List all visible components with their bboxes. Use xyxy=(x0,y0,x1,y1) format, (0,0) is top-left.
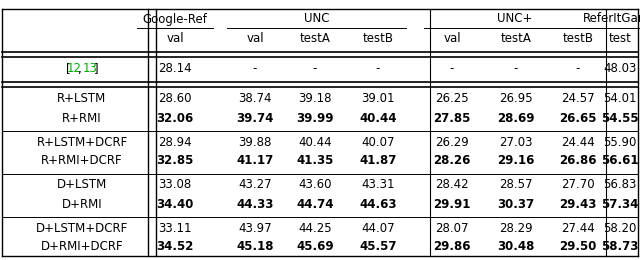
Text: [: [ xyxy=(66,62,70,75)
Text: 34.52: 34.52 xyxy=(156,240,194,253)
Text: 26.25: 26.25 xyxy=(435,93,469,106)
Text: 12: 12 xyxy=(67,62,81,75)
Text: -: - xyxy=(450,62,454,75)
Text: 26.95: 26.95 xyxy=(499,93,533,106)
Text: 43.27: 43.27 xyxy=(238,179,272,192)
Text: 26.29: 26.29 xyxy=(435,135,469,148)
Text: 44.63: 44.63 xyxy=(359,198,397,211)
Text: testA: testA xyxy=(300,32,330,46)
Text: 13: 13 xyxy=(83,62,97,75)
Text: R+LSTM: R+LSTM xyxy=(58,93,107,106)
Text: 45.18: 45.18 xyxy=(236,240,274,253)
Text: 39.01: 39.01 xyxy=(361,93,395,106)
Text: 43.60: 43.60 xyxy=(298,179,332,192)
Text: 43.31: 43.31 xyxy=(361,179,395,192)
Text: 58.73: 58.73 xyxy=(602,240,639,253)
Text: 54.55: 54.55 xyxy=(601,112,639,125)
Text: val: val xyxy=(166,32,184,46)
Text: 24.44: 24.44 xyxy=(561,135,595,148)
Text: 55.90: 55.90 xyxy=(604,135,637,148)
Text: 40.44: 40.44 xyxy=(359,112,397,125)
Text: 27.70: 27.70 xyxy=(561,179,595,192)
Text: 45.57: 45.57 xyxy=(359,240,397,253)
Text: R+RMI: R+RMI xyxy=(62,112,102,125)
Text: 48.03: 48.03 xyxy=(604,62,637,75)
Text: -: - xyxy=(514,62,518,75)
Text: 39.18: 39.18 xyxy=(298,93,332,106)
Text: 27.03: 27.03 xyxy=(499,135,532,148)
Text: 44.33: 44.33 xyxy=(236,198,274,211)
Text: 24.57: 24.57 xyxy=(561,93,595,106)
Text: 28.57: 28.57 xyxy=(499,179,532,192)
Text: 39.74: 39.74 xyxy=(236,112,274,125)
Text: 28.94: 28.94 xyxy=(158,135,192,148)
Text: 28.26: 28.26 xyxy=(433,154,470,167)
Text: 44.07: 44.07 xyxy=(361,222,395,235)
Text: 39.99: 39.99 xyxy=(296,112,333,125)
Text: 41.35: 41.35 xyxy=(296,154,333,167)
Text: D+LSTM: D+LSTM xyxy=(57,179,107,192)
Text: 29.86: 29.86 xyxy=(433,240,471,253)
Text: 26.86: 26.86 xyxy=(559,154,596,167)
Text: 41.87: 41.87 xyxy=(359,154,397,167)
Text: ]: ] xyxy=(93,62,98,75)
Text: 28.07: 28.07 xyxy=(435,222,468,235)
Text: -: - xyxy=(253,62,257,75)
Text: 28.42: 28.42 xyxy=(435,179,469,192)
Text: 43.97: 43.97 xyxy=(238,222,272,235)
Text: -: - xyxy=(313,62,317,75)
Text: 40.07: 40.07 xyxy=(361,135,395,148)
Text: testA: testA xyxy=(500,32,531,46)
Text: R+LSTM+DCRF: R+LSTM+DCRF xyxy=(36,135,127,148)
Text: Google-Ref: Google-Ref xyxy=(143,12,207,25)
Text: 29.43: 29.43 xyxy=(559,198,596,211)
Text: 41.17: 41.17 xyxy=(236,154,274,167)
Text: D+LSTM+DCRF: D+LSTM+DCRF xyxy=(36,222,128,235)
Text: 27.85: 27.85 xyxy=(433,112,470,125)
Text: 28.14: 28.14 xyxy=(158,62,192,75)
Text: 29.50: 29.50 xyxy=(559,240,596,253)
Text: UNC+: UNC+ xyxy=(497,12,532,25)
Text: UNC: UNC xyxy=(304,12,329,25)
Text: 28.69: 28.69 xyxy=(497,112,535,125)
Text: R+RMI+DCRF: R+RMI+DCRF xyxy=(41,154,123,167)
Text: 32.85: 32.85 xyxy=(156,154,194,167)
Text: D+RMI: D+RMI xyxy=(61,198,102,211)
Text: 28.29: 28.29 xyxy=(499,222,533,235)
Text: 32.06: 32.06 xyxy=(156,112,194,125)
Text: -: - xyxy=(376,62,380,75)
Text: testB: testB xyxy=(563,32,593,46)
Text: 54.01: 54.01 xyxy=(604,93,637,106)
Text: 39.88: 39.88 xyxy=(238,135,272,148)
Text: 40.44: 40.44 xyxy=(298,135,332,148)
Text: val: val xyxy=(443,32,461,46)
Text: 34.40: 34.40 xyxy=(156,198,194,211)
Text: ,: , xyxy=(78,62,86,75)
Text: 27.44: 27.44 xyxy=(561,222,595,235)
Text: 29.16: 29.16 xyxy=(497,154,534,167)
Text: 26.65: 26.65 xyxy=(559,112,596,125)
Text: 56.61: 56.61 xyxy=(601,154,639,167)
Text: testB: testB xyxy=(362,32,394,46)
Text: 33.11: 33.11 xyxy=(158,222,192,235)
Text: val: val xyxy=(246,32,264,46)
Text: 44.25: 44.25 xyxy=(298,222,332,235)
Text: 33.08: 33.08 xyxy=(158,179,191,192)
Text: 29.91: 29.91 xyxy=(433,198,470,211)
Text: ReferItGame: ReferItGame xyxy=(583,12,640,25)
Text: -: - xyxy=(576,62,580,75)
Text: 44.74: 44.74 xyxy=(296,198,333,211)
Text: 30.37: 30.37 xyxy=(497,198,534,211)
Text: test: test xyxy=(609,32,632,46)
Text: D+RMI+DCRF: D+RMI+DCRF xyxy=(41,240,124,253)
Text: 58.20: 58.20 xyxy=(604,222,637,235)
Text: 56.83: 56.83 xyxy=(604,179,637,192)
Text: 28.60: 28.60 xyxy=(158,93,192,106)
Text: 38.74: 38.74 xyxy=(238,93,272,106)
Text: 45.69: 45.69 xyxy=(296,240,334,253)
Text: 57.34: 57.34 xyxy=(602,198,639,211)
Text: 30.48: 30.48 xyxy=(497,240,534,253)
